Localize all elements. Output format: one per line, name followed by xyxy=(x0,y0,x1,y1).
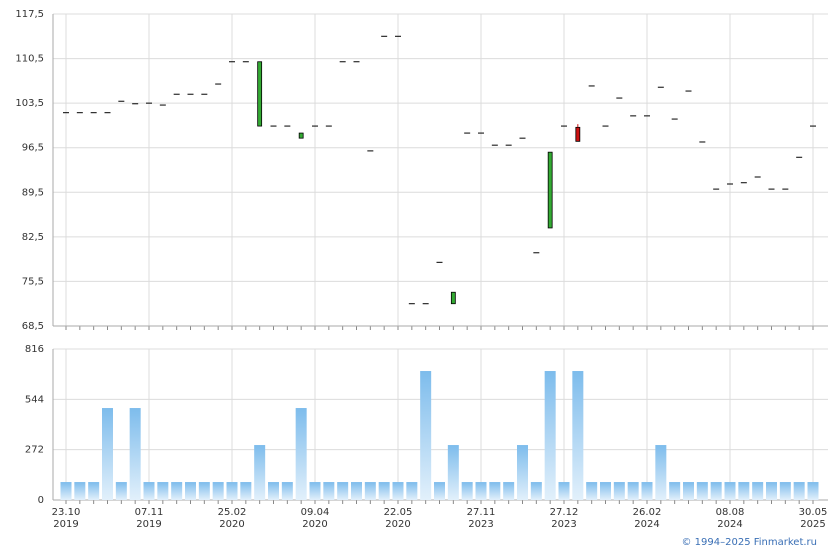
volume-bar xyxy=(641,482,653,500)
volume-bar xyxy=(600,482,611,500)
volume-bar xyxy=(627,482,639,500)
x-tick-label: 23.10 xyxy=(52,507,81,518)
y-tick-label: 816 xyxy=(25,344,44,355)
y-tick-label: 96,5 xyxy=(22,143,44,154)
volume-bar xyxy=(558,482,570,500)
volume-bar xyxy=(517,445,528,500)
y-tick-label: 0 xyxy=(38,495,44,506)
y-tick-label: 544 xyxy=(25,394,44,405)
volume-bar xyxy=(337,482,349,500)
x-tick-label: 07.11 xyxy=(135,507,164,518)
volume-bar xyxy=(752,482,764,500)
volume-bar xyxy=(254,445,266,500)
volume-bar xyxy=(323,482,335,500)
volume-bar xyxy=(129,408,141,500)
volume-bar xyxy=(240,482,252,500)
x-tick-year: 2020 xyxy=(302,519,327,530)
volume-bar xyxy=(710,482,722,500)
x-tick-year: 2024 xyxy=(717,519,742,530)
x-tick-year: 2024 xyxy=(634,519,659,530)
volume-bar xyxy=(696,482,708,500)
volume-bar xyxy=(530,482,542,500)
x-tick-label: 27.11 xyxy=(467,507,496,518)
x-tick-label: 27.12 xyxy=(550,507,579,518)
y-tick-label: 117,5 xyxy=(15,9,44,20)
credit: © 1994–2025 Finmarket.ru xyxy=(681,537,817,548)
volume-bar xyxy=(766,482,777,500)
volume-bar xyxy=(351,482,362,500)
volume-bar xyxy=(503,482,515,500)
volume-bar xyxy=(489,482,501,500)
volume-bar xyxy=(434,482,445,500)
y-tick-label: 272 xyxy=(25,445,44,456)
x-tick-label: 30.05 xyxy=(799,507,828,518)
volume-bar xyxy=(295,408,307,500)
x-tick-label: 26.02 xyxy=(633,507,662,518)
x-tick-year: 2023 xyxy=(468,519,493,530)
x-tick-label: 08.08 xyxy=(716,507,745,518)
y-tick-label: 103,5 xyxy=(15,98,44,109)
volume-bar xyxy=(102,408,113,500)
x-tick-year: 2019 xyxy=(53,519,78,530)
volume-bar xyxy=(447,445,459,500)
volume-bar xyxy=(420,371,432,500)
volume-bar xyxy=(171,482,183,500)
x-tick-year: 2023 xyxy=(551,519,576,530)
volume-bar xyxy=(779,482,791,500)
volume-bar xyxy=(309,482,321,500)
volume-bar xyxy=(475,482,487,500)
volume-bar xyxy=(60,482,72,500)
x-tick-label: 09.04 xyxy=(301,507,330,518)
volume-bar xyxy=(586,482,598,500)
candle-body xyxy=(257,61,263,127)
volume-bar xyxy=(406,482,418,500)
x-tick-year: 2020 xyxy=(385,519,410,530)
volume-bar xyxy=(226,482,238,500)
volume-bar xyxy=(572,371,584,500)
volume-bar xyxy=(268,482,279,500)
volume-bar xyxy=(185,482,196,500)
candle-body xyxy=(547,151,553,229)
volume-bar xyxy=(683,482,694,500)
y-tick-label: 89,5 xyxy=(22,187,44,198)
volume-bar xyxy=(378,482,390,500)
volume-bar xyxy=(364,482,376,500)
volume-bar xyxy=(143,482,155,500)
x-tick-year: 2019 xyxy=(136,519,161,530)
volume-bar xyxy=(738,482,750,500)
y-tick-label: 82,5 xyxy=(22,232,44,243)
x-tick-year: 2020 xyxy=(219,519,244,530)
y-tick-label: 68,5 xyxy=(22,321,44,332)
x-tick-year: 2025 xyxy=(800,519,825,530)
volume-bar xyxy=(198,482,210,500)
volume-bar xyxy=(793,482,805,500)
volume-bar xyxy=(669,482,681,500)
y-tick-label: 110,5 xyxy=(15,54,44,65)
candle-body xyxy=(298,132,304,139)
x-tick-label: 25.02 xyxy=(218,507,247,518)
volume-bar xyxy=(157,482,169,500)
volume-bar xyxy=(613,482,625,500)
volume-bar xyxy=(212,482,224,500)
volume-bar xyxy=(88,482,100,500)
volume-bar xyxy=(724,482,736,500)
candle-body xyxy=(450,291,456,305)
volume-bar xyxy=(461,482,473,500)
volume-bar xyxy=(115,482,127,500)
y-tick-label: 75,5 xyxy=(22,276,44,287)
volume-bar xyxy=(392,482,404,500)
volume-bar xyxy=(281,482,293,500)
candle-body xyxy=(575,126,581,142)
volume-bar xyxy=(655,445,667,500)
volume-bar xyxy=(807,482,819,500)
x-tick-label: 22.05 xyxy=(384,507,413,518)
volume-bar xyxy=(74,482,86,500)
volume-bar xyxy=(544,371,556,500)
